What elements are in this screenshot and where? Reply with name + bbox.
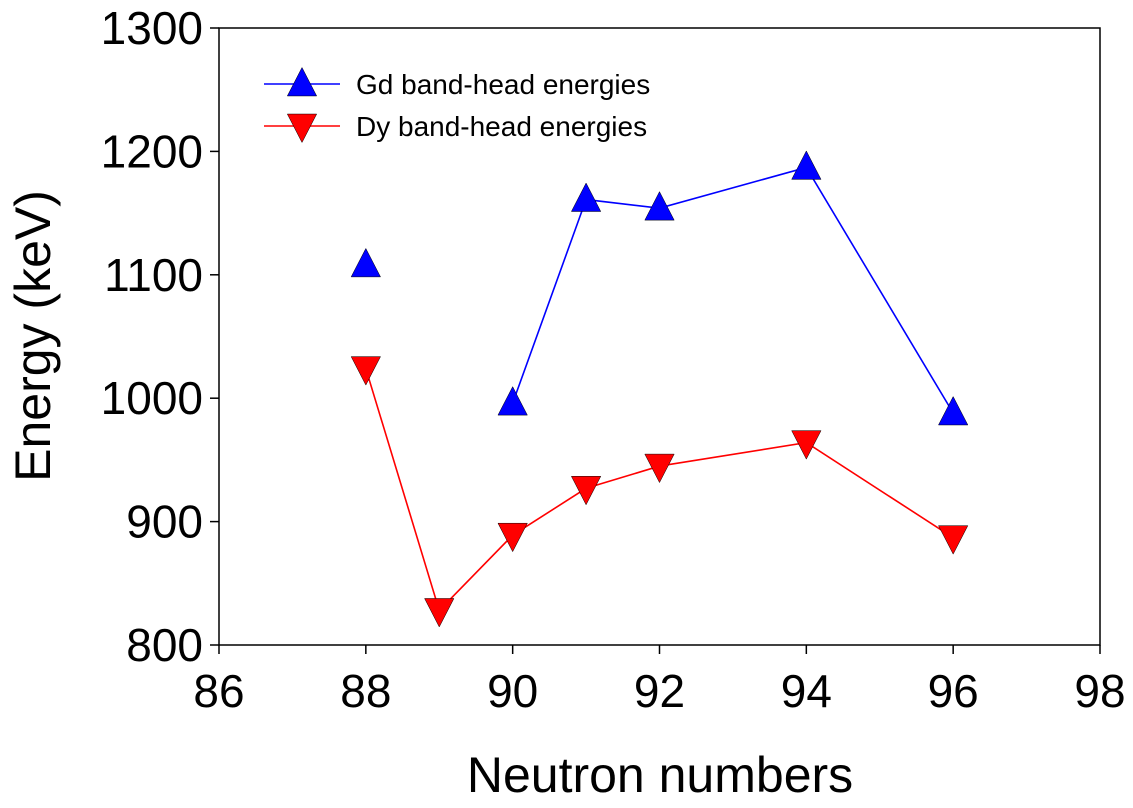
y-tick-label: 1100 xyxy=(104,249,203,301)
x-tick-label: 98 xyxy=(1074,665,1125,717)
y-axis-title: Energy (keV) xyxy=(5,190,61,482)
data-point xyxy=(938,525,969,555)
y-tick-label: 1300 xyxy=(101,2,203,54)
x-tick-label: 96 xyxy=(928,665,979,717)
legend: Gd band-head energies Dy band-head energi… xyxy=(264,66,650,144)
data-point xyxy=(791,430,822,460)
data-point xyxy=(570,182,602,212)
legend-label: Gd band-head energies xyxy=(356,69,650,100)
series-gd xyxy=(350,150,969,426)
y-tick-label: 1000 xyxy=(101,372,203,424)
data-point xyxy=(497,522,528,553)
legend-item: Dy band-head energies xyxy=(264,111,647,144)
series-line xyxy=(365,368,954,612)
legend-marker xyxy=(286,66,318,97)
data-point xyxy=(570,476,602,506)
data-point xyxy=(938,395,969,426)
data-point xyxy=(497,386,528,416)
data-point xyxy=(350,247,381,278)
data-point xyxy=(644,191,675,221)
x-tick-label: 86 xyxy=(193,665,244,717)
plot-frame xyxy=(218,27,1101,646)
series-layer xyxy=(350,150,969,628)
axes: 86 88 90 92 94 96 98 800 900 1000 1100 1200 1300 xyxy=(101,2,1126,717)
x-tick-label: 94 xyxy=(781,665,832,717)
y-tick-label: 800 xyxy=(126,619,203,671)
data-point xyxy=(424,598,455,628)
x-tick-label: 90 xyxy=(487,665,538,717)
data-point xyxy=(791,150,822,180)
data-point xyxy=(644,453,675,484)
data-point xyxy=(350,356,381,386)
legend-label: Dy band-head energies xyxy=(356,111,647,142)
x-tick-label: 88 xyxy=(340,665,391,717)
x-tick-label: 92 xyxy=(634,665,685,717)
legend-item: Gd band-head energies xyxy=(264,66,650,100)
legend-marker xyxy=(286,113,318,144)
y-tick-label: 900 xyxy=(126,496,203,548)
y-tick-label: 1200 xyxy=(101,125,203,177)
x-axis-title: Neutron numbers xyxy=(467,747,853,803)
series-dy xyxy=(350,356,969,628)
